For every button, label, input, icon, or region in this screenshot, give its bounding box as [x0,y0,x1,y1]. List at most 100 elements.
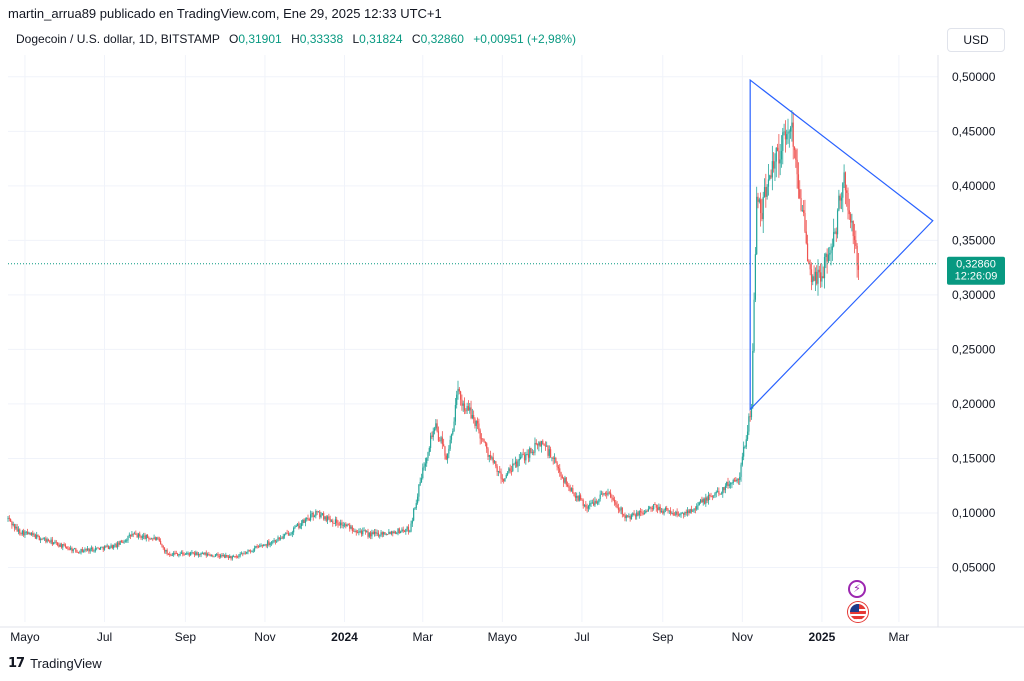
candle-body [119,540,121,545]
candle-body [36,534,38,539]
candle-body [126,540,128,542]
candle-body [243,553,245,555]
candle-body [741,456,743,465]
triangle-drawing[interactable] [749,78,934,411]
candle-body [120,540,123,542]
price-axis[interactable]: 0,50000 0,45000 0,40000 0,35000 0,30000 0,250… [937,55,996,627]
currency-button[interactable]: USD [947,28,1005,52]
symbol-title[interactable]: Dogecoin / U.S. dollar, 1D, BITSTAMP [16,32,220,46]
candle-body [400,531,402,534]
candle-body [479,430,481,439]
time-tick-label: 2024 [331,630,358,644]
candle-body [797,174,800,190]
candle-body [466,406,468,411]
time-axis[interactable]: Mayo Jul Sep Nov 2024 Mar Mayo Jul Sep Nov 2025 Mar [0,626,1024,644]
candle-body [752,350,754,408]
candle-body [470,407,472,419]
us-flag-event-icon[interactable] [848,602,868,622]
candle-body [634,515,636,517]
candle-body [701,499,703,503]
candle-body [552,457,554,459]
candle-body [236,556,239,558]
candle-body [534,442,536,453]
candle-body [341,522,343,526]
candle-body [336,519,338,523]
candle-body [493,461,496,463]
candle-body [581,499,583,501]
candle-body [692,510,694,512]
candle-body [753,299,755,351]
candle-body [97,547,99,549]
candle-body [214,554,216,557]
candle-body [690,509,693,512]
candle-body [123,541,125,543]
candle-body [84,549,86,551]
candle-body [694,508,696,510]
candle-body [773,161,775,169]
candle-body [247,550,249,552]
time-tick-label: Sep [652,630,674,644]
candle-body [510,471,513,472]
candle-body [765,187,767,197]
candle-body [190,552,192,556]
candle-body [844,172,846,191]
candle-body [443,444,445,447]
candle-body [723,487,725,491]
candle-body [218,556,220,557]
tradingview-logo-icon: 17 [8,656,25,671]
candle-body [37,534,39,536]
candle-body [762,196,764,220]
candle-body [128,534,130,536]
candle-body [276,541,278,543]
candle-body [163,547,166,552]
candle-body [273,540,275,542]
candle-body [109,547,111,549]
candle-body [88,548,90,552]
candle-body [536,444,539,446]
candle-body [197,553,200,556]
candle-body [566,484,569,487]
candle-body [659,506,661,513]
candle-body [274,540,276,542]
candle-body [370,532,372,537]
candle-body [302,519,304,524]
lightning-event-icon[interactable]: ⚡ [848,580,866,598]
candle-body [710,495,712,497]
candle-body [568,486,570,488]
candle-body [617,507,620,510]
candle-body [842,183,844,198]
candle-body [835,231,837,235]
candle-body [437,431,440,441]
candle-body [222,554,224,557]
candle-body [316,511,318,513]
candle-body [32,532,34,536]
candle-body [90,547,93,550]
candle-body [386,533,389,535]
candle-body [563,478,565,483]
candle-body [793,146,796,151]
candle-body [55,541,57,543]
open-label: O [228,32,239,46]
tradingview-logo[interactable]: 17 TradingView [8,656,102,671]
candle-body [463,403,466,411]
candle-body [208,554,210,555]
candle-body [732,480,734,484]
candle-body [174,552,176,554]
candle-body [540,440,543,447]
candle-body [257,546,260,548]
candle-body [398,528,400,534]
candle-body [66,546,68,549]
candle-body [612,498,614,500]
candle-body [763,187,766,197]
candle-body [277,537,279,542]
candle-body [830,250,832,254]
candle-body [373,531,376,534]
price-tick-label: 0,35000 [952,233,996,247]
candle-body [804,213,806,232]
candle-body [616,504,618,508]
candle-body [555,458,557,463]
candle-body [349,524,351,529]
candle-body [333,523,335,524]
candle-body [433,428,436,431]
